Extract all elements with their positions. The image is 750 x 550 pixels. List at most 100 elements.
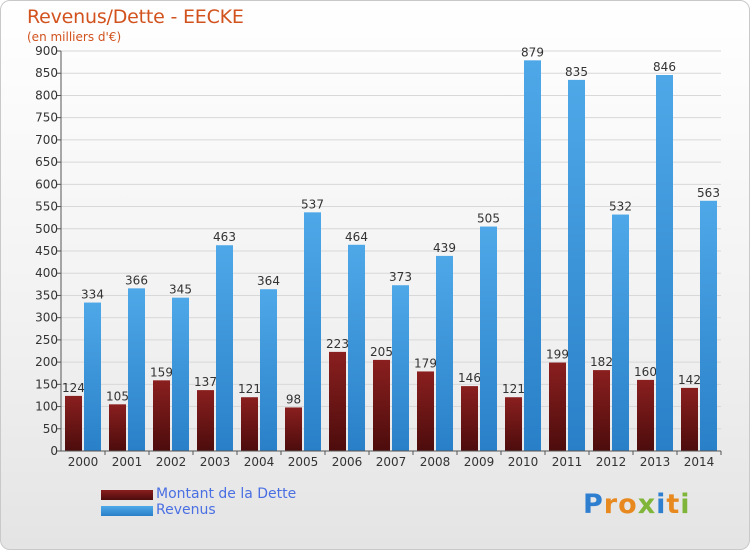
x-tick-label: 2003 bbox=[200, 455, 231, 469]
x-tick-label: 2001 bbox=[112, 455, 143, 469]
y-tick-label: 750 bbox=[35, 111, 58, 125]
y-tick-label: 850 bbox=[35, 66, 58, 80]
bar-debt bbox=[461, 386, 478, 451]
x-tick-label: 2006 bbox=[332, 455, 363, 469]
data-label: 182 bbox=[590, 355, 613, 369]
y-tick-label: 450 bbox=[35, 244, 58, 258]
bar-debt bbox=[637, 379, 654, 451]
bar-debt bbox=[109, 404, 126, 451]
legend-label-debt: Montant de la Dette bbox=[156, 486, 297, 502]
bar-revenue bbox=[436, 255, 453, 451]
bar-revenue bbox=[304, 212, 321, 451]
x-tick-label: 2000 bbox=[68, 455, 99, 469]
data-label: 223 bbox=[326, 337, 349, 351]
data-label: 464 bbox=[345, 230, 368, 244]
y-tick-label: 100 bbox=[35, 400, 58, 414]
bar-revenue bbox=[480, 226, 497, 451]
grid-layer bbox=[61, 50, 721, 452]
bar-debt bbox=[417, 371, 434, 451]
y-tick-label: 250 bbox=[35, 333, 58, 347]
bar-revenue bbox=[656, 75, 673, 451]
bar-revenue bbox=[172, 297, 189, 451]
axis-layer: 0 50 100 150 200 250 300 350 400 450 500 550 600 650 7… bbox=[35, 44, 722, 469]
bar-revenue bbox=[128, 288, 145, 451]
y-tick-label: 400 bbox=[35, 266, 58, 280]
logo-letter: P bbox=[583, 489, 604, 520]
y-tick-label: 900 bbox=[35, 44, 58, 58]
data-label: 463 bbox=[213, 230, 236, 244]
data-label: 179 bbox=[414, 356, 437, 370]
data-label: 159 bbox=[150, 365, 173, 379]
logo-letter: o bbox=[618, 489, 638, 520]
logo-letter: i bbox=[656, 489, 667, 520]
bar-revenue bbox=[348, 244, 365, 451]
y-tick-label: 200 bbox=[35, 355, 58, 369]
x-tick-label: 2013 bbox=[640, 455, 671, 469]
x-tick-label: 2012 bbox=[596, 455, 627, 469]
x-tick-label: 2005 bbox=[288, 455, 319, 469]
data-label: 105 bbox=[106, 389, 129, 403]
bar-debt bbox=[329, 351, 346, 451]
logo-letter: x bbox=[637, 489, 657, 520]
proxiti-logo: Proxiti bbox=[583, 489, 691, 520]
x-tick-label: 2011 bbox=[552, 455, 583, 469]
chart-title: Revenus/Dette - EECKE bbox=[27, 6, 244, 28]
bar-revenue bbox=[260, 289, 277, 451]
legend-swatch-debt bbox=[101, 490, 153, 500]
bar-debt bbox=[549, 362, 566, 451]
data-label: 121 bbox=[238, 382, 261, 396]
bar-debt bbox=[197, 390, 214, 451]
data-label: 142 bbox=[678, 373, 701, 387]
data-label: 199 bbox=[546, 348, 569, 362]
data-label: 121 bbox=[502, 382, 525, 396]
bar-layer: 124 334 105 366 159 345 137 463 121 364 98 537 223 46… bbox=[62, 45, 720, 451]
y-tick-label: 0 bbox=[50, 444, 58, 458]
bar-debt bbox=[681, 387, 698, 451]
y-tick-label: 500 bbox=[35, 222, 58, 236]
bar-revenue bbox=[524, 60, 541, 451]
bar-debt bbox=[593, 370, 610, 451]
data-label: 345 bbox=[169, 283, 192, 297]
y-tick-label: 150 bbox=[35, 377, 58, 391]
data-label: 835 bbox=[565, 65, 588, 79]
bar-debt bbox=[505, 397, 522, 451]
bar-debt bbox=[285, 407, 302, 451]
data-label: 879 bbox=[521, 45, 544, 59]
bar-debt bbox=[153, 380, 170, 451]
legend-swatch-revenue bbox=[101, 506, 153, 516]
x-tick-label: 2008 bbox=[420, 455, 451, 469]
bar-debt bbox=[241, 397, 258, 451]
data-label: 373 bbox=[389, 270, 412, 284]
y-tick-label: 300 bbox=[35, 311, 58, 325]
data-label: 137 bbox=[194, 375, 217, 389]
data-label: 846 bbox=[653, 60, 676, 74]
bar-revenue bbox=[700, 200, 717, 451]
bar-revenue bbox=[568, 79, 585, 451]
bar-revenue bbox=[612, 214, 629, 451]
x-tick-label: 2010 bbox=[508, 455, 539, 469]
data-label: 160 bbox=[634, 365, 657, 379]
data-label: 205 bbox=[370, 345, 393, 359]
logo-letter: t bbox=[666, 489, 681, 520]
data-label: 537 bbox=[301, 197, 324, 211]
x-tick-label: 2007 bbox=[376, 455, 407, 469]
y-tick-label: 350 bbox=[35, 288, 58, 302]
data-label: 563 bbox=[697, 186, 720, 200]
data-label: 98 bbox=[286, 392, 301, 406]
data-label: 124 bbox=[62, 381, 85, 395]
data-label: 334 bbox=[81, 288, 104, 302]
y-tick-label: 550 bbox=[35, 200, 58, 214]
data-label: 439 bbox=[433, 241, 456, 255]
bar-revenue bbox=[392, 285, 409, 451]
y-tick-label: 600 bbox=[35, 177, 58, 191]
bar-revenue bbox=[84, 302, 101, 451]
bar-revenue bbox=[216, 245, 233, 451]
data-label: 364 bbox=[257, 274, 280, 288]
x-tick-label: 2009 bbox=[464, 455, 495, 469]
bar-debt bbox=[373, 359, 390, 451]
data-label: 146 bbox=[458, 371, 481, 385]
logo-letter: r bbox=[603, 489, 619, 520]
data-label: 366 bbox=[125, 273, 148, 287]
